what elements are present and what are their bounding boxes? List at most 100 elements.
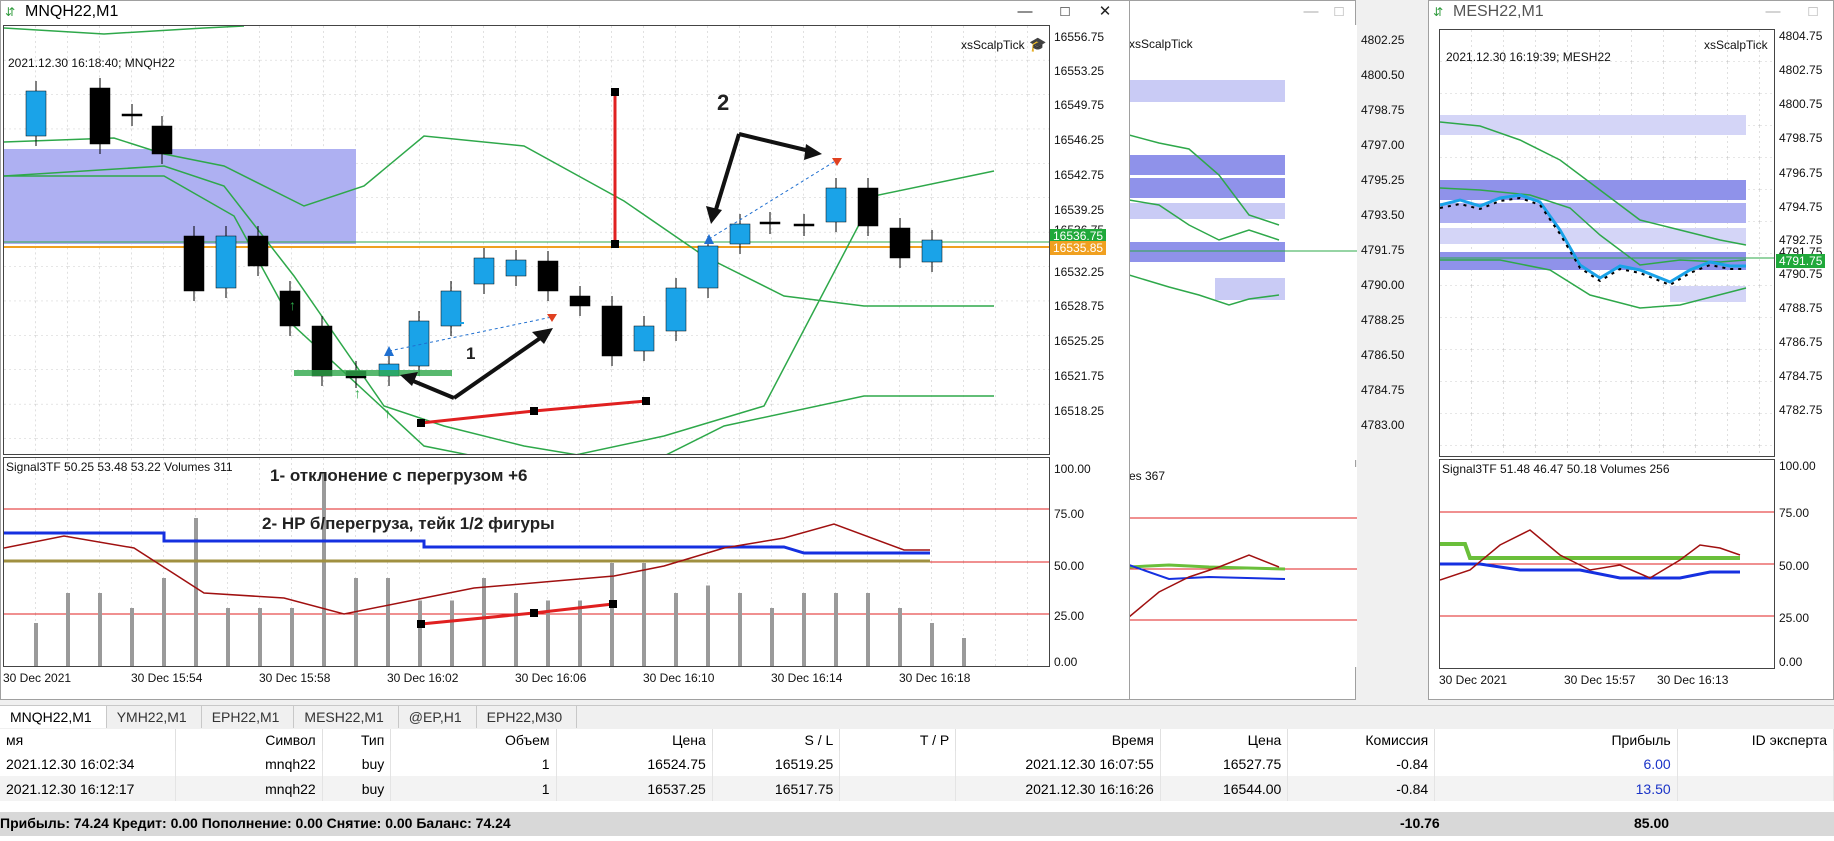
middle-indicator-chart[interactable]: es 367 (1129, 467, 1357, 667)
candle (825, 187, 847, 223)
candle (633, 325, 655, 352)
column-header[interactable]: T / P (839, 729, 957, 751)
right-title-bar[interactable]: ⇵ MESH22,M1 — □ (1429, 1, 1833, 23)
scale-tick-label: 100.00 (1779, 459, 1816, 473)
middle-price-chart[interactable]: xsScalpTick (1129, 25, 1357, 460)
tab-chart[interactable]: EPH22,M1 (202, 706, 295, 728)
scale-tick-label: 4795.25 (1361, 173, 1405, 187)
scale-tick-label: 16518.25 (1054, 404, 1105, 418)
maximize-icon[interactable]: □ (1808, 3, 1818, 20)
candle (889, 227, 911, 259)
scale-tick-label: 4788.25 (1361, 313, 1405, 327)
scale-tick-label: 50.00 (1779, 559, 1810, 573)
main-indicator-chart[interactable]: Signal3TF 50.25 53.48 53.22 Volumes 311 … (3, 457, 1050, 667)
column-header[interactable]: S / L (712, 729, 841, 751)
scale-tick-label: 16525.25 (1054, 334, 1105, 348)
scale-tick-label: 4782.75 (1779, 403, 1823, 417)
time-axis-label: 30 Dec 2021 (3, 671, 72, 685)
column-header[interactable]: Объем (390, 729, 557, 751)
candle (440, 290, 462, 327)
table-row[interactable]: 2021.12.30 16:12:17 mnqh22 buy 1 16537.25 165… (0, 776, 1834, 801)
scale-tick-label: 4792.75 (1779, 233, 1823, 247)
minimize-icon[interactable]: — (1303, 3, 1319, 20)
column-header[interactable]: Тип (322, 729, 392, 751)
candle (505, 259, 527, 277)
time-axis-label: 30 Dec 16:10 (643, 671, 715, 685)
middle-chart-window[interactable]: — □ xsScalpTick 4802.25 4800.50 4798.75 479… (1128, 0, 1404, 700)
candle (857, 187, 879, 227)
scale-tick-label: 16521.75 (1054, 369, 1105, 383)
scale-tick-label: 4788.75 (1779, 301, 1823, 315)
column-header[interactable]: Комиссия (1287, 729, 1436, 751)
minimize-icon[interactable]: — (1765, 3, 1781, 20)
candle (601, 305, 623, 357)
table-cell: 16517.75 (712, 776, 841, 801)
table-cell: 2021.12.30 16:07:55 (955, 751, 1161, 776)
column-header[interactable]: Цена (556, 729, 713, 751)
table-cell: 16544.00 (1160, 776, 1289, 801)
right-price-chart[interactable]: 2021.12.30 16:19:39; MESH22 xsScalpTick (1439, 29, 1775, 457)
tab-chart[interactable]: YMH22,M1 (107, 706, 202, 728)
candle (473, 257, 495, 285)
table-cell (839, 751, 957, 776)
tab-chart[interactable]: EPH22,M30 (477, 706, 578, 728)
right-price-scale: 4804.75 4802.75 4800.75 4798.75 4796.75 4794.… (1775, 29, 1834, 457)
right-chart-window[interactable]: ⇵ MESH22,M1 — □ 2021 (1428, 0, 1834, 700)
close-icon[interactable]: ✕ (1098, 3, 1112, 20)
main-indicator-scale: 100.00 75.00 50.00 25.00 0.00 (1050, 457, 1130, 669)
maximize-icon[interactable]: □ (1060, 3, 1070, 20)
scale-tick-label: 4790.75 (1779, 267, 1823, 281)
main-price-chart[interactable]: ↑ ↑ ↑ 2021.12.30 16:18:40; MNQH22 xsScal… (3, 25, 1050, 455)
table-cell: mnqh22 (175, 776, 323, 801)
time-axis-label: 30 Dec 15:58 (259, 671, 331, 685)
chart-tabs-bar: MNQH22,M1 YMH22,M1 EPH22,M1 MESH22,M1 @EP,H1… (0, 705, 1834, 728)
scale-tick-label: 16553.25 (1054, 64, 1105, 78)
trade-lines: ↑ ↑ ↑ (289, 88, 842, 427)
scale-tick-label: 4784.75 (1361, 383, 1405, 397)
right-info-label: 2021.12.30 16:19:39; MESH22 (1446, 50, 1611, 64)
time-axis-label: 30 Dec 16:18 (899, 671, 971, 685)
column-header[interactable]: Прибыль (1434, 729, 1678, 751)
time-axis-label: 30 Dec 2021 (1439, 673, 1508, 687)
column-header[interactable]: Символ (175, 729, 323, 751)
main-chart-window[interactable]: ⇵ MNQH22,M1 — □ ✕ (0, 0, 1130, 700)
tab-chart[interactable]: @EP,H1 (399, 706, 477, 728)
right-price-svg (1440, 30, 1774, 456)
right-indicator-scale: 100.00 75.00 50.00 25.00 0.00 (1775, 459, 1834, 669)
middle-title-bar[interactable]: — □ (1129, 1, 1355, 23)
scale-tick-label: 4791.75 (1361, 243, 1405, 257)
table-cell: 16527.75 (1160, 751, 1289, 776)
price-tag-green: 16536.75 (1050, 229, 1107, 243)
column-header[interactable]: ID эксперта (1677, 729, 1834, 751)
table-cell: 1 (390, 776, 557, 801)
table-cell (839, 776, 957, 801)
column-header[interactable]: мя (0, 729, 177, 751)
scale-tick-label: 4800.75 (1779, 97, 1823, 111)
tab-chart[interactable]: MESH22,M1 (294, 706, 399, 728)
mark-2-label: 2 (717, 90, 730, 115)
ea-hat-icon: 🎓 (1029, 36, 1047, 52)
main-title-bar[interactable]: ⇵ MNQH22,M1 — □ ✕ (1, 1, 1129, 23)
minimize-icon[interactable]: — (1017, 3, 1033, 20)
candle (569, 295, 591, 307)
table-row[interactable]: 2021.12.30 16:02:34 mnqh22 buy 1 16524.75 165… (0, 751, 1834, 776)
table-cell: -0.84 (1287, 751, 1436, 776)
scale-tick-label: 0.00 (1054, 655, 1078, 669)
scale-tick-label: 16539.25 (1054, 203, 1105, 217)
right-indicator-chart[interactable]: Signal3TF 51.48 46.47 50.18 Volumes 256 (1439, 459, 1775, 669)
scale-tick-label: 75.00 (1779, 506, 1810, 520)
table-cell: 16519.25 (712, 751, 841, 776)
middle-ea-label: xsScalpTick (1129, 37, 1193, 51)
svg-text:↑: ↑ (354, 385, 361, 401)
scale-tick-label: 4786.75 (1779, 335, 1823, 349)
candle (311, 325, 333, 377)
column-header[interactable]: Цена (1160, 729, 1289, 751)
maximize-icon[interactable]: □ (1334, 3, 1344, 20)
main-time-axis: 30 Dec 2021 30 Dec 15:54 30 Dec 15:58 30 De… (3, 671, 1050, 691)
column-header[interactable]: Время (955, 729, 1161, 751)
table-cell: buy (322, 776, 392, 801)
scale-tick-label: 16528.75 (1054, 299, 1105, 313)
scale-tick-label: 4798.75 (1779, 131, 1823, 145)
tab-chart[interactable]: MNQH22,M1 (0, 706, 107, 728)
